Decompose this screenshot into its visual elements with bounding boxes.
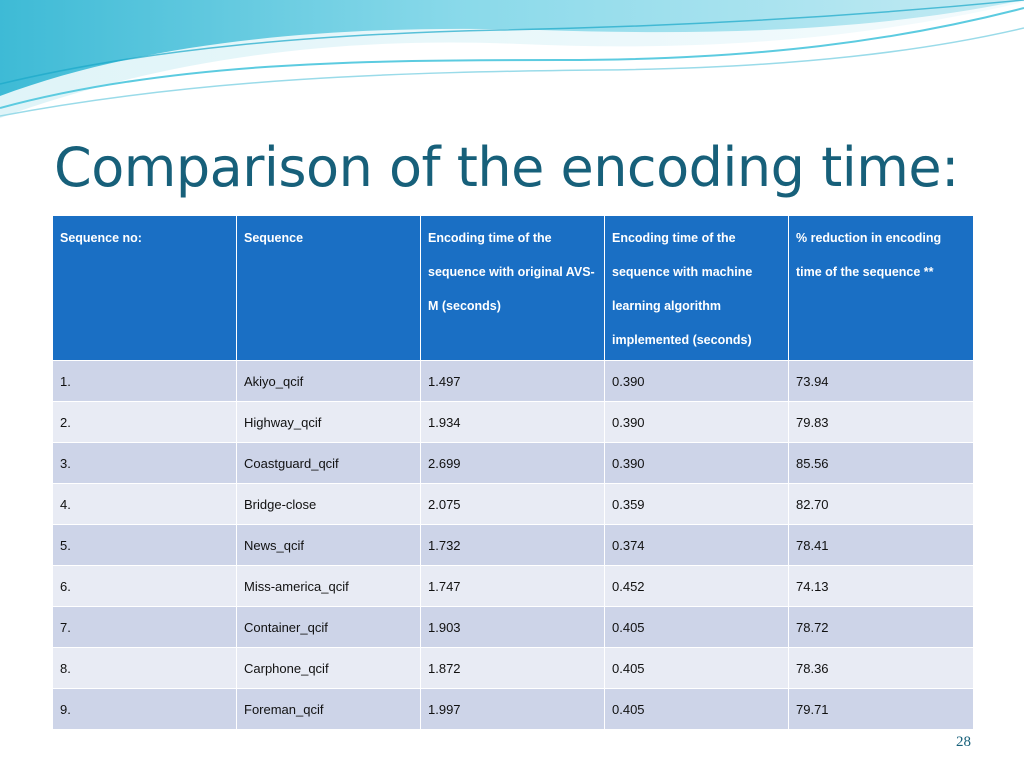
- cell-sequence: News_qcif: [236, 524, 421, 566]
- cell-time-ml: 0.452: [604, 565, 789, 607]
- cell-sequence-no: 6.: [52, 565, 237, 607]
- table-row: 9. Foreman_qcif 1.997 0.405 79.71: [52, 688, 974, 730]
- cell-reduction: 82.70: [788, 483, 974, 525]
- cell-time-ml: 0.405: [604, 688, 789, 730]
- table-row: 3. Coastguard_qcif 2.699 0.390 85.56: [52, 442, 974, 484]
- table-row: 4. Bridge-close 2.075 0.359 82.70: [52, 483, 974, 525]
- cell-sequence-no: 5.: [52, 524, 237, 566]
- cell-sequence: Coastguard_qcif: [236, 442, 421, 484]
- header-sequence: Sequence: [236, 215, 421, 361]
- header-percent-reduction: % reduction in encoding time of the sequ…: [788, 215, 974, 361]
- cell-sequence: Foreman_qcif: [236, 688, 421, 730]
- cell-time-original: 1.497: [420, 360, 605, 402]
- header-sequence-no: Sequence no:: [52, 215, 237, 361]
- cell-reduction: 78.36: [788, 647, 974, 689]
- table-row: 1. Akiyo_qcif 1.497 0.390 73.94: [52, 360, 974, 402]
- cell-time-ml: 0.359: [604, 483, 789, 525]
- page-number: 28: [956, 734, 971, 750]
- page-title: Comparison of the encoding time:: [54, 136, 959, 199]
- cell-time-ml: 0.405: [604, 647, 789, 689]
- cell-time-ml: 0.390: [604, 442, 789, 484]
- table-row: 5. News_qcif 1.732 0.374 78.41: [52, 524, 974, 566]
- table-header-row: Sequence no: Sequence Encoding time of t…: [52, 215, 974, 361]
- cell-sequence: Container_qcif: [236, 606, 421, 648]
- table-row: 6. Miss-america_qcif 1.747 0.452 74.13: [52, 565, 974, 607]
- cell-sequence-no: 3.: [52, 442, 237, 484]
- cell-reduction: 78.41: [788, 524, 974, 566]
- cell-time-original: 1.903: [420, 606, 605, 648]
- cell-time-original: 2.699: [420, 442, 605, 484]
- table-row: 8. Carphone_qcif 1.872 0.405 78.36: [52, 647, 974, 689]
- cell-time-ml: 0.374: [604, 524, 789, 566]
- cell-time-ml: 0.390: [604, 401, 789, 443]
- cell-reduction: 73.94: [788, 360, 974, 402]
- cell-reduction: 79.83: [788, 401, 974, 443]
- cell-sequence-no: 2.: [52, 401, 237, 443]
- cell-reduction: 78.72: [788, 606, 974, 648]
- cell-time-original: 1.732: [420, 524, 605, 566]
- cell-sequence-no: 9.: [52, 688, 237, 730]
- cell-reduction: 85.56: [788, 442, 974, 484]
- cell-time-original: 1.997: [420, 688, 605, 730]
- cell-sequence: Carphone_qcif: [236, 647, 421, 689]
- cell-sequence: Miss-america_qcif: [236, 565, 421, 607]
- table-row: 2. Highway_qcif 1.934 0.390 79.83: [52, 401, 974, 443]
- cell-sequence-no: 8.: [52, 647, 237, 689]
- cell-sequence-no: 7.: [52, 606, 237, 648]
- cell-time-ml: 0.405: [604, 606, 789, 648]
- header-wave-decoration: [0, 0, 1024, 118]
- cell-reduction: 74.13: [788, 565, 974, 607]
- cell-sequence: Highway_qcif: [236, 401, 421, 443]
- cell-time-original: 1.872: [420, 647, 605, 689]
- cell-sequence-no: 1.: [52, 360, 237, 402]
- cell-time-original: 1.934: [420, 401, 605, 443]
- cell-sequence: Akiyo_qcif: [236, 360, 421, 402]
- header-encoding-time-original: Encoding time of the sequence with origi…: [420, 215, 605, 361]
- cell-time-original: 2.075: [420, 483, 605, 525]
- cell-sequence-no: 4.: [52, 483, 237, 525]
- cell-time-original: 1.747: [420, 565, 605, 607]
- cell-sequence: Bridge-close: [236, 483, 421, 525]
- encoding-time-table: Sequence no: Sequence Encoding time of t…: [52, 215, 974, 730]
- cell-reduction: 79.71: [788, 688, 974, 730]
- table-row: 7. Container_qcif 1.903 0.405 78.72: [52, 606, 974, 648]
- header-encoding-time-ml: Encoding time of the sequence with machi…: [604, 215, 789, 361]
- cell-time-ml: 0.390: [604, 360, 789, 402]
